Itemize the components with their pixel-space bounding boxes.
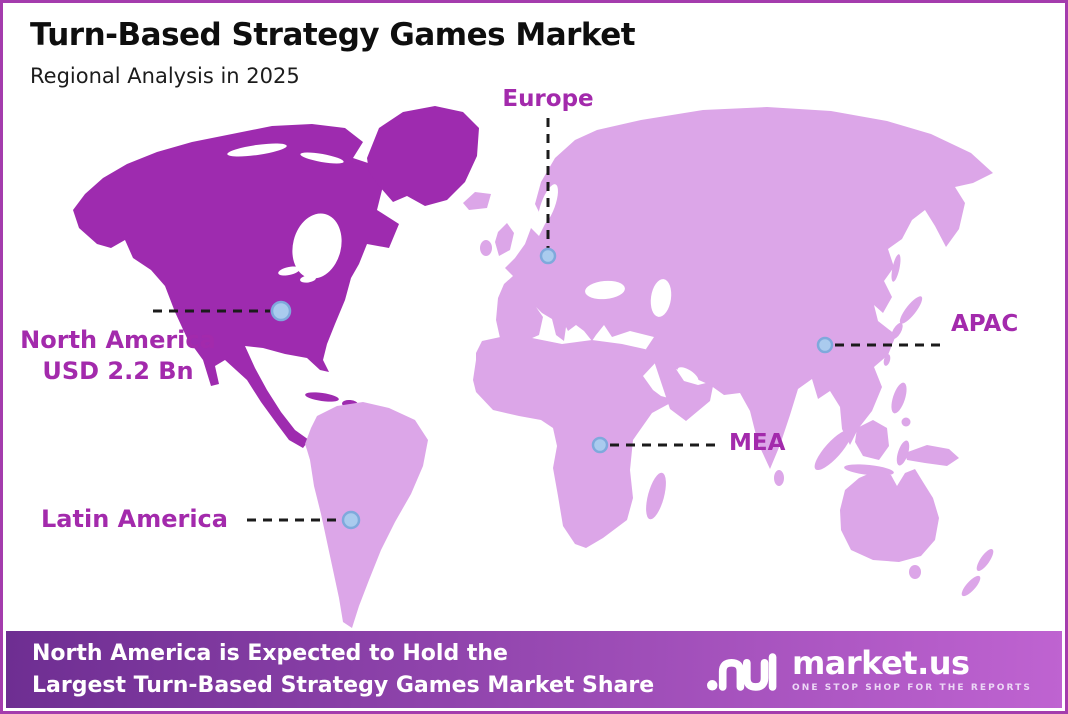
page-subtitle: Regional Analysis in 2025 — [30, 64, 300, 88]
region-philippines — [891, 382, 907, 414]
brand-block: market.us ONE STOP SHOP FOR THE REPORTS — [705, 641, 1032, 699]
region-uk — [495, 223, 514, 256]
north-america-value: USD 2.2 Bn — [42, 357, 194, 386]
footer-headline-line1: North America is Expected to Hold the — [32, 640, 508, 666]
hudson-bay — [292, 213, 342, 279]
mea-marker — [591, 436, 609, 454]
region-australia — [840, 469, 939, 562]
north-america-marker — [270, 300, 292, 322]
region-north-america — [73, 124, 399, 448]
apac-marker — [816, 336, 834, 354]
apac-label: APAC — [951, 311, 1019, 337]
latin-america-label: Latin America — [41, 505, 228, 533]
region-greenland — [367, 106, 479, 206]
footer-banner: North America is Expected to Hold the La… — [6, 631, 1062, 708]
europe-label: Europe — [502, 86, 594, 112]
arctic-channel — [300, 152, 344, 164]
brand-tagline: ONE STOP SHOP FOR THE REPORTS — [791, 682, 1032, 693]
world-map — [27, 98, 1057, 638]
region-tasmania — [909, 565, 921, 579]
brand-text: market.us ONE STOP SHOP FOR THE REPORTS — [792, 647, 1032, 693]
region-philippines — [901, 417, 911, 427]
region-japan — [891, 322, 903, 340]
region-sakhalin — [891, 254, 901, 282]
page-title: Turn-Based Strategy Games Market — [30, 17, 636, 53]
latin-america-marker — [341, 510, 361, 530]
region-sri-lanka — [774, 470, 784, 486]
region-new-zealand — [961, 575, 981, 597]
region-new-zealand — [976, 549, 994, 571]
caspian-sea — [650, 279, 672, 317]
region-madagascar — [646, 472, 666, 520]
region-iceland — [463, 192, 491, 210]
market-us-logo-icon — [705, 641, 779, 699]
persian-gulf — [677, 367, 699, 383]
region-africa — [473, 336, 676, 548]
region-borneo — [855, 420, 889, 460]
great-lakes — [300, 275, 316, 283]
footer-headline-line2: Largest Turn-Based Strategy Games Market… — [32, 672, 655, 698]
great-lakes — [278, 266, 300, 276]
black-sea — [585, 280, 625, 300]
region-ireland — [480, 240, 492, 256]
region-japan — [899, 296, 923, 324]
region-hainan — [868, 376, 876, 384]
region-taiwan — [883, 354, 891, 366]
europe-marker — [539, 247, 557, 265]
region-cuba — [305, 392, 339, 402]
footer-headline: North America is Expected to Hold the La… — [32, 638, 654, 702]
region-sumatra — [814, 429, 852, 471]
brand-name: market.us — [791, 643, 970, 682]
arctic-channel — [227, 143, 287, 157]
north-america-label: North America USD 2.2 Bn — [17, 325, 219, 387]
region-south-america — [305, 402, 428, 628]
region-new-guinea — [905, 445, 959, 466]
north-america-label-name: North America — [20, 326, 216, 354]
mea-label: MEA — [729, 430, 786, 456]
region-sulawesi — [896, 440, 910, 466]
world-map-svg — [73, 106, 994, 628]
